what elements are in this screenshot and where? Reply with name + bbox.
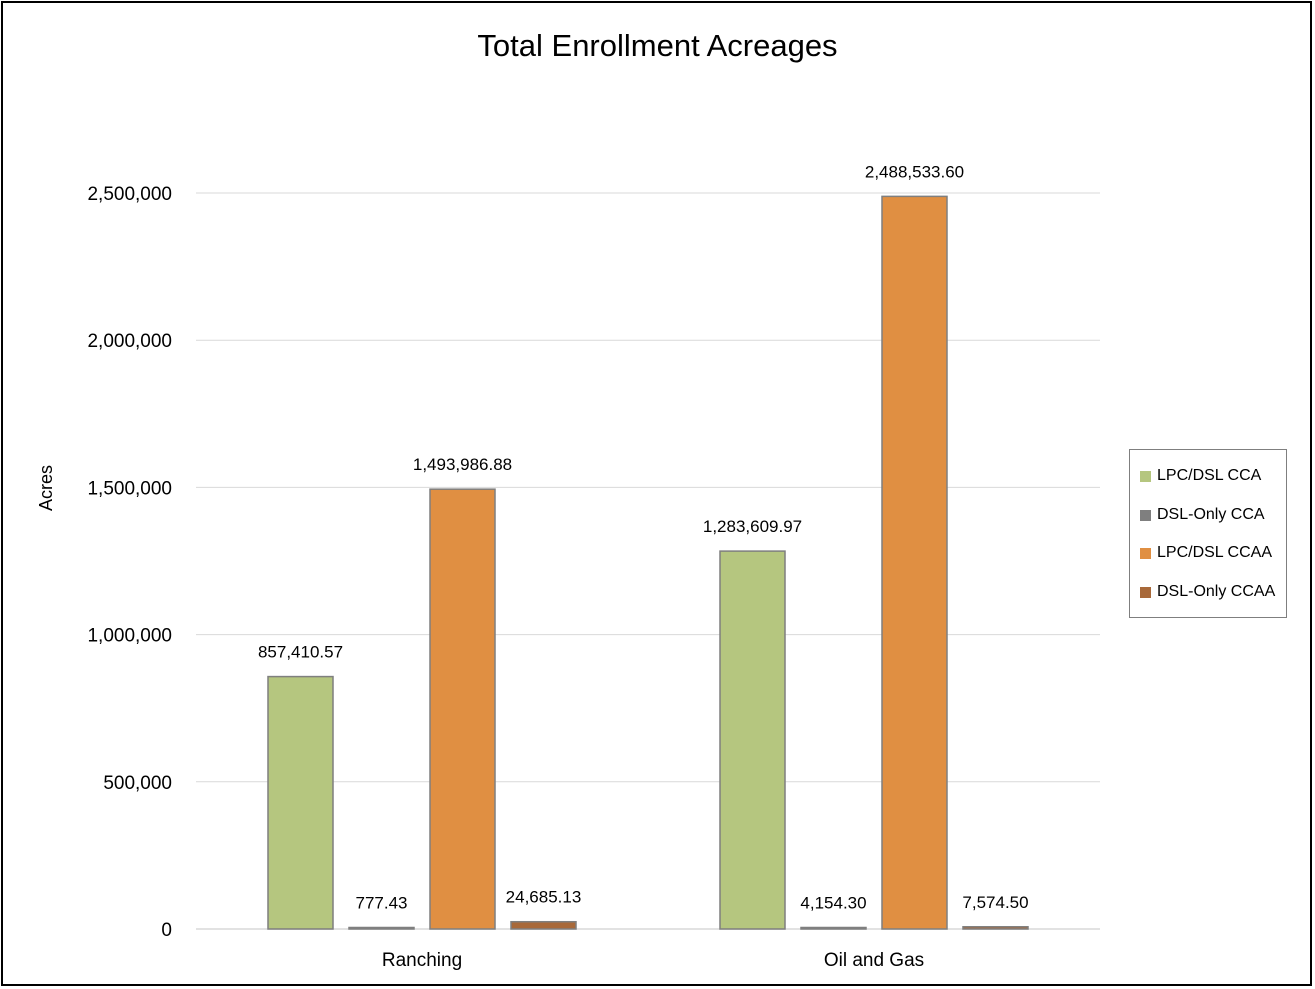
y-tick-label: 2,000,000 [87, 331, 172, 352]
legend-label: LPC/DSL CCA [1157, 467, 1262, 484]
chart-title: Total Enrollment Acreages [477, 28, 838, 63]
legend-item-dsl-only-cca: DSL-Only CCA [1140, 504, 1265, 526]
y-axis-title: Acres [36, 465, 56, 511]
bar [267, 675, 334, 930]
y-tick-label: 1,500,000 [87, 478, 172, 499]
y-tick-label: 2,500,000 [87, 184, 172, 205]
bars [267, 195, 1029, 930]
data-label: 7,574.50 [962, 893, 1028, 912]
legend-swatch [1140, 586, 1151, 598]
legend-label: DSL-Only CCAA [1157, 583, 1276, 600]
x-tick-label: Ranching [382, 950, 462, 971]
bar [881, 195, 948, 930]
data-label: 4,154.30 [800, 894, 866, 913]
data-label: 2,488,533.60 [865, 162, 964, 181]
x-tick-label: Oil and Gas [824, 950, 924, 971]
bar [962, 926, 1029, 930]
gridlines [196, 192, 1100, 930]
x-axis-tick-labels: Ranching Oil and Gas [382, 950, 924, 971]
bar [429, 488, 496, 930]
data-labels: 857,410.57 777.43 1,493,986.88 24,685.13 1,2… [258, 162, 1029, 912]
bar [348, 926, 415, 930]
legend-swatch [1140, 547, 1151, 559]
legend-label: DSL-Only CCA [1157, 506, 1265, 523]
y-tick-label: 500,000 [103, 773, 172, 794]
y-tick-label: 0 [161, 920, 172, 941]
data-label: 857,410.57 [258, 643, 343, 662]
legend-label: LPC/DSL CCAA [1157, 544, 1272, 561]
y-tick-label: 1,000,000 [87, 626, 172, 647]
bar [800, 926, 867, 930]
legend-swatch [1140, 509, 1151, 521]
y-axis-tick-labels: 0 500,000 1,000,000 1,500,000 2,000,000 2,500… [87, 184, 172, 941]
data-label: 777.43 [356, 894, 408, 913]
legend-item-dsl-only-ccaa: DSL-Only CCAA [1140, 581, 1275, 603]
legend: LPC/DSL CCA DSL-Only CCA LPC/DSL CCAA DS… [1129, 449, 1287, 618]
data-label: 24,685.13 [506, 888, 582, 907]
data-label: 1,283,609.97 [703, 517, 802, 536]
legend-item-lpc-dsl-ccaa: LPC/DSL CCAA [1140, 542, 1272, 564]
bar [510, 920, 577, 930]
data-label: 1,493,986.88 [413, 455, 512, 474]
legend-swatch [1140, 470, 1151, 482]
legend-item-lpc-dsl-cca: LPC/DSL CCA [1140, 465, 1261, 487]
bar [719, 550, 786, 930]
